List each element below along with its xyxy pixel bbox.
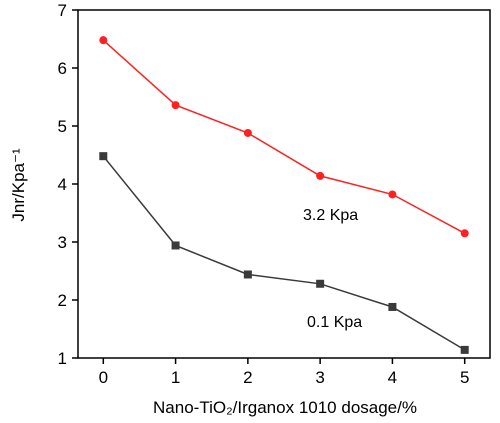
data-point-0-1-kpa bbox=[388, 302, 397, 311]
series-markers bbox=[99, 36, 469, 354]
y-tick-label: 6 bbox=[58, 59, 67, 78]
x-tick-label: 3 bbox=[315, 368, 324, 387]
data-point-0-1-kpa bbox=[171, 241, 180, 250]
labels: Nano-TiO₂/Irganox 1010 dosage/% Jnr/Kpa⁻… bbox=[9, 148, 417, 417]
y-tick-label: 5 bbox=[58, 117, 67, 136]
x-tick-label: 0 bbox=[99, 368, 108, 387]
y-tick-label: 4 bbox=[58, 175, 67, 194]
axes bbox=[77, 9, 491, 359]
y-tick-label: 3 bbox=[58, 233, 67, 252]
series-line-0-1-kpa bbox=[102, 155, 466, 351]
data-point-0-1-kpa bbox=[316, 279, 325, 288]
data-point-0-1-kpa bbox=[460, 345, 469, 354]
data-point-3-2-kpa bbox=[388, 190, 397, 199]
y-tick-label: 7 bbox=[58, 1, 67, 20]
x-axis-title: Nano-TiO₂/Irganox 1010 dosage/% bbox=[153, 398, 417, 417]
y-tick-label: 2 bbox=[58, 291, 67, 310]
data-point-3-2-kpa bbox=[171, 101, 180, 110]
x-tick-label: 4 bbox=[388, 368, 397, 387]
series-label-3-2-kpa: 3.2 Kpa bbox=[303, 207, 358, 224]
series-line-3-2-kpa bbox=[102, 39, 466, 234]
x-tick-label: 5 bbox=[460, 368, 469, 387]
data-point-0-1-kpa bbox=[243, 270, 252, 279]
data-point-3-2-kpa bbox=[99, 36, 108, 45]
y-tick-label: 1 bbox=[58, 349, 67, 368]
x-tick-label: 2 bbox=[243, 368, 252, 387]
series-label-0-1-kpa: 0.1 Kpa bbox=[307, 314, 362, 331]
series-lines bbox=[102, 39, 466, 351]
y-axis-title: Jnr/Kpa⁻¹ bbox=[9, 148, 28, 222]
data-point-0-1-kpa bbox=[99, 152, 108, 161]
data-point-3-2-kpa bbox=[316, 171, 325, 180]
plot-frame bbox=[77, 9, 491, 359]
ticks: 0 1 2 3 4 5 1 2 3 4 5 6 7 bbox=[58, 1, 470, 387]
data-point-3-2-kpa bbox=[460, 229, 469, 238]
data-point-3-2-kpa bbox=[243, 128, 252, 137]
x-tick-label: 1 bbox=[171, 368, 180, 387]
